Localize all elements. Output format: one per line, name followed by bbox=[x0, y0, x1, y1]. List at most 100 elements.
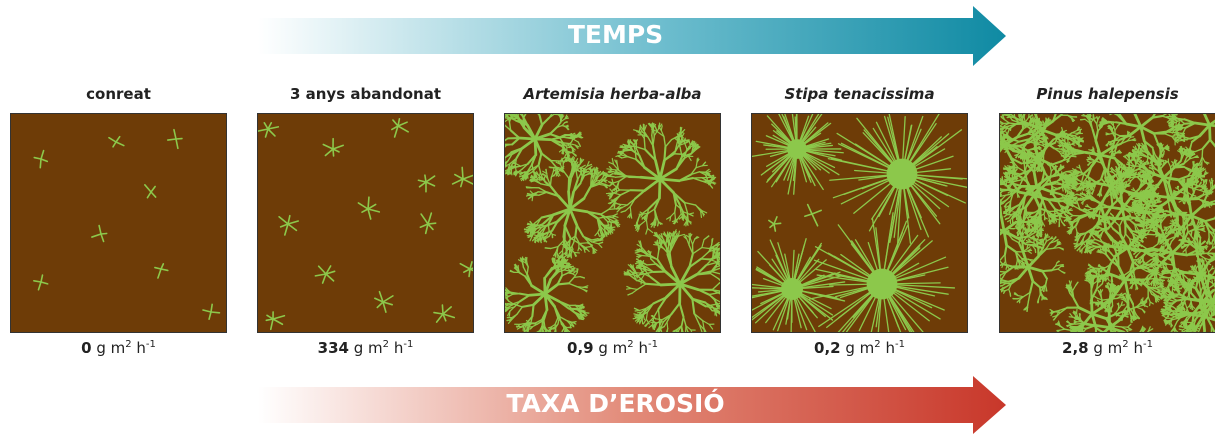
panel: conreat0 g m2 h-1 bbox=[10, 82, 227, 357]
plant-stroke bbox=[720, 254, 721, 257]
plant-stroke bbox=[1124, 332, 1134, 333]
plant-stroke bbox=[579, 319, 583, 320]
plant-stroke bbox=[515, 165, 516, 170]
plant-stroke bbox=[1187, 224, 1188, 232]
plant-stroke bbox=[520, 327, 523, 328]
plant-stroke bbox=[616, 176, 627, 177]
plant-stroke bbox=[101, 233, 107, 234]
plant-stroke bbox=[1078, 332, 1082, 333]
rate-value: 0 bbox=[81, 339, 91, 357]
plant-stroke bbox=[627, 288, 631, 289]
plant-stroke bbox=[1070, 324, 1076, 325]
plant-stroke bbox=[520, 173, 523, 174]
plant-stroke bbox=[562, 268, 563, 275]
plant-stroke bbox=[551, 328, 554, 329]
plant-stroke bbox=[548, 224, 549, 231]
panel: 3 anys abandonat334 g m2 h-1 bbox=[257, 82, 474, 357]
panel-image bbox=[751, 113, 968, 333]
plant-stroke bbox=[563, 226, 564, 237]
plant-stroke bbox=[1197, 332, 1198, 333]
plant-stroke bbox=[442, 305, 443, 314]
plant-stroke bbox=[545, 294, 547, 310]
plant-stroke bbox=[1148, 250, 1158, 251]
plant-stroke bbox=[425, 175, 426, 182]
panel: Pinus halepensis2,8 g m2 h-1 bbox=[999, 82, 1215, 357]
panel-image bbox=[999, 113, 1215, 333]
unit-exp: 2 bbox=[874, 339, 880, 350]
unit-exp: -1 bbox=[146, 339, 156, 350]
plant-core bbox=[887, 159, 918, 190]
plant-stroke bbox=[675, 212, 676, 218]
plant-stroke bbox=[682, 332, 684, 333]
plant-core bbox=[867, 269, 898, 300]
plant-stroke bbox=[1170, 223, 1174, 224]
plant-stroke bbox=[644, 138, 645, 149]
plant-stroke bbox=[532, 196, 533, 201]
unit-exp: -1 bbox=[648, 339, 658, 350]
erosion-arrow: TAXA D’EROSIÓ bbox=[258, 376, 1008, 434]
panel-image bbox=[10, 113, 227, 333]
plant-stroke bbox=[1161, 311, 1165, 312]
unit-exp: 2 bbox=[125, 339, 131, 350]
plant-stroke bbox=[511, 171, 512, 174]
plant-stroke bbox=[1187, 332, 1191, 333]
plant-stroke bbox=[1077, 152, 1086, 153]
time-arrow: TEMPS bbox=[258, 6, 1008, 66]
plant-stroke bbox=[428, 223, 436, 224]
plant-stroke bbox=[670, 234, 671, 238]
panel-title: Artemisia herba-alba bbox=[504, 82, 721, 106]
rate-value: 334 bbox=[318, 339, 349, 357]
rate: 0,2 g m2 h-1 bbox=[751, 339, 968, 357]
plant-stroke bbox=[655, 222, 656, 225]
plant-stroke bbox=[637, 249, 642, 250]
unit-base: g m bbox=[354, 339, 383, 357]
plant-stroke bbox=[705, 175, 710, 176]
plant-core bbox=[781, 278, 803, 300]
plant-stroke bbox=[720, 312, 721, 314]
plant-stroke bbox=[1126, 294, 1127, 298]
plant-stroke bbox=[720, 302, 721, 306]
plant-stroke bbox=[555, 265, 556, 271]
plant-stroke bbox=[1070, 332, 1073, 333]
plant-stroke bbox=[580, 306, 584, 307]
unit-mid: h bbox=[394, 339, 404, 357]
plant-stroke bbox=[542, 327, 543, 332]
plant-stroke bbox=[333, 149, 334, 156]
panel-title: 3 anys abandonat bbox=[257, 82, 474, 106]
plant-stroke bbox=[548, 327, 551, 328]
plant-stroke bbox=[661, 284, 680, 285]
erosion-label: TAXA D’EROSIÓ bbox=[258, 389, 973, 418]
plant-stroke bbox=[667, 322, 668, 329]
plant-stroke bbox=[649, 252, 650, 255]
plant-stroke bbox=[1076, 332, 1079, 333]
plant-stroke bbox=[1193, 332, 1198, 333]
unit-exp: 2 bbox=[383, 339, 389, 350]
plant-stroke bbox=[720, 312, 721, 317]
plant-stroke bbox=[654, 245, 659, 246]
plant-stroke bbox=[659, 179, 660, 198]
unit-exp: 2 bbox=[627, 339, 633, 350]
panel-image bbox=[257, 113, 474, 333]
soil bbox=[11, 114, 226, 332]
plant-stroke bbox=[647, 264, 656, 265]
unit-mid: h bbox=[136, 339, 146, 357]
plant-stroke bbox=[720, 254, 721, 257]
plant-stroke bbox=[542, 175, 545, 176]
plant-stroke bbox=[697, 273, 710, 274]
plant-stroke bbox=[1187, 332, 1190, 333]
unit-base: g m bbox=[598, 339, 627, 357]
unit-exp: -1 bbox=[895, 339, 905, 350]
plant-stroke bbox=[523, 175, 524, 179]
plant-stroke bbox=[575, 163, 576, 170]
panel-image bbox=[504, 113, 721, 333]
plant-stroke bbox=[535, 139, 536, 155]
plant-stroke bbox=[630, 207, 631, 214]
plant-stroke bbox=[577, 269, 578, 273]
plant-stroke bbox=[569, 178, 570, 191]
plant-stroke bbox=[1195, 332, 1199, 333]
plant-stroke bbox=[532, 305, 533, 316]
plant-stroke bbox=[1124, 332, 1133, 333]
unit-mid: h bbox=[638, 339, 648, 357]
plant-stroke bbox=[1029, 113, 1030, 117]
plant-stroke bbox=[550, 177, 551, 186]
